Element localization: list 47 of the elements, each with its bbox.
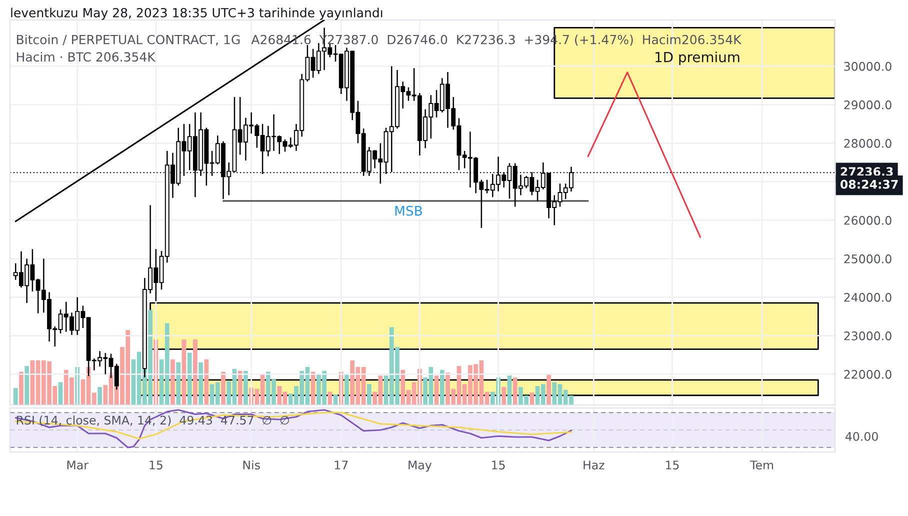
x-tick-label: May (408, 460, 432, 472)
annotation: MSB (395, 206, 422, 216)
x-tick-label: Mar (67, 460, 88, 470)
text: Bitcoin / PERPETUAL CONTRACT, 1G (17, 34, 240, 46)
y-tick-label: 23000.0 (844, 331, 892, 340)
bar (98, 386, 102, 405)
annotation: 1D premium (656, 52, 740, 66)
y-tick-label: 30000.0 (844, 62, 892, 71)
y-tick-label: 28000.0 (844, 138, 892, 148)
x-tick-label: 15 (666, 460, 679, 470)
bar (507, 376, 512, 405)
bar (502, 386, 506, 405)
x-tick-label: Nis (243, 460, 260, 470)
bar (366, 384, 372, 405)
bar (546, 374, 551, 405)
x-tick-label: 15 (150, 460, 162, 470)
bar (170, 359, 175, 405)
bar (440, 370, 444, 405)
y-tick-label: 25000.0 (844, 254, 892, 264)
bar (19, 372, 24, 405)
y-tick-label: 22000.0 (844, 370, 892, 379)
bar (512, 377, 518, 405)
bar (244, 370, 248, 405)
y-tick-label: 24000.0 (844, 292, 892, 302)
y-tick-label: 29000.0 (844, 100, 892, 110)
x-tick-label: 17 (334, 460, 348, 470)
bar (193, 339, 198, 405)
bar (24, 366, 30, 405)
bar (238, 370, 242, 405)
annotation: Hacim · BTC 206.354K (17, 52, 156, 62)
bar (13, 388, 18, 405)
bar (187, 352, 192, 405)
bar (58, 382, 63, 405)
text: 08:24:37 (840, 180, 898, 189)
text: 40.00 (845, 432, 878, 441)
bar (328, 392, 332, 405)
y-tick-label: 26000.0 (844, 216, 892, 225)
text: leventkuzu May 28, 2023 18:35 UTC+3 tarihinde yayınlandı (11, 8, 382, 20)
x-tick-label: Haz (584, 460, 604, 470)
bar (204, 359, 209, 405)
bar (198, 362, 204, 405)
x-tick-label: Tem (750, 460, 774, 470)
bar (221, 372, 226, 405)
bar (434, 376, 439, 405)
bar (344, 374, 349, 405)
bar (176, 362, 181, 405)
x-tick-label: 15 (492, 460, 505, 470)
